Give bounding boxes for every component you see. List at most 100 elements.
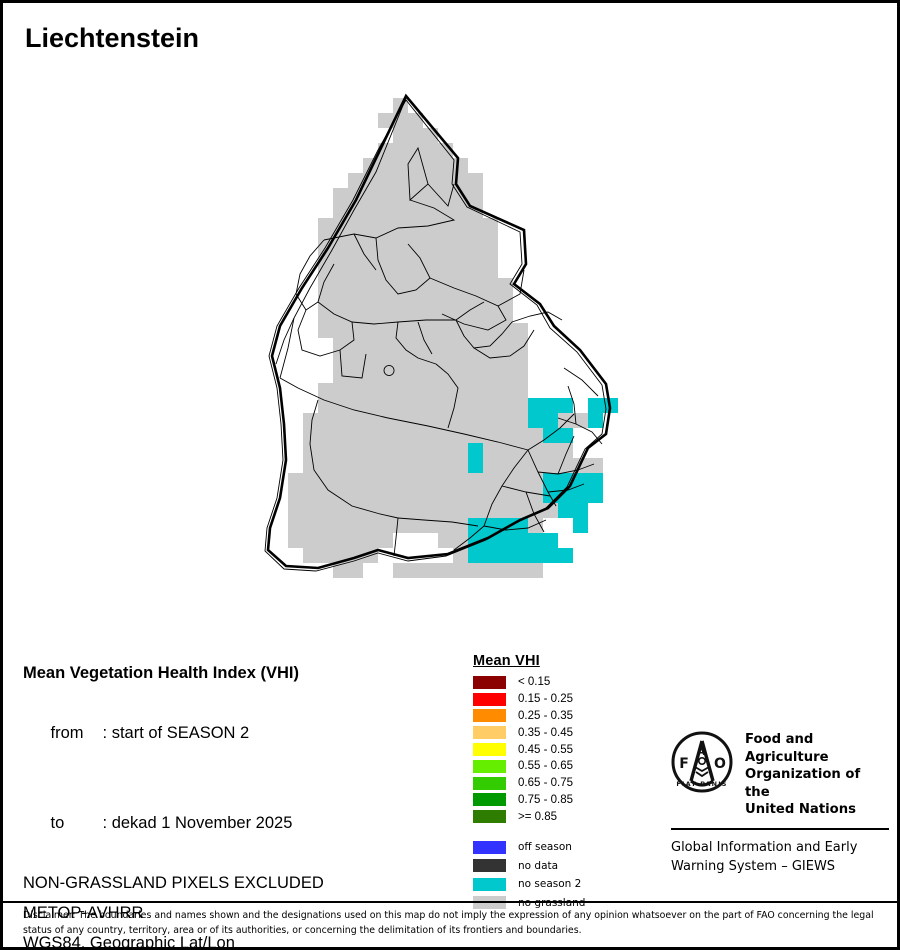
map-cell-no-grassland [513,368,528,383]
map-cell-no-grassland [423,323,438,338]
map-cell-no-grassland [438,158,453,173]
map-cell-no-grassland [453,218,468,233]
map-cell-no-grassland [438,248,453,263]
map-cell-no-grassland [423,563,438,578]
map-cell-no-grassland [393,293,408,308]
legend-swatch [473,726,506,740]
map-cell-no-grassland [438,338,453,353]
fao-branding-block: A F O FIAT PANIS Food and Agriculture Or… [671,731,889,876]
map-cell-no-season-2 [498,548,513,563]
legend-label: < 0.15 [518,676,551,689]
map-cell-no-grassland [318,503,333,518]
map-cell-no-grassland [438,323,453,338]
map-cell-no-grassland [363,443,378,458]
map-cell-no-season-2 [528,533,543,548]
map-cell-no-grassland [423,353,438,368]
legend-swatch [473,810,506,824]
map-cell-no-grassland [468,488,483,503]
map-cell-no-grassland [498,563,513,578]
map-cell-no-grassland [423,383,438,398]
map-cell-no-season-2 [543,533,558,548]
map-cell-no-grassland [423,338,438,353]
map-cell-no-season-2 [558,548,573,563]
map-cell-no-grassland [378,233,393,248]
map-cell-no-grassland [483,443,498,458]
legend-swatch [473,675,506,689]
map-cell-no-grassland [333,533,348,548]
map-cell-no-grassland [483,563,498,578]
map-cell-no-grassland [333,248,348,263]
map-cell-no-grassland [423,398,438,413]
map-cell-no-grassland [318,413,333,428]
fao-logo-icon: A F O FIAT PANIS [671,731,733,798]
map-cell-no-grassland [543,443,558,458]
legend-row: 0.55 - 0.65 [473,758,653,775]
map-cell-no-grassland [438,383,453,398]
map-cell-no-grassland [318,458,333,473]
map-cell-no-grassland [498,383,513,398]
map-cell-no-grassland [513,443,528,458]
map-cell-no-grassland [468,398,483,413]
metadata-row-from: from: start of SEASON 2 [23,688,453,778]
map-cell-no-season-2 [588,473,603,488]
map-cell-no-grassland [453,488,468,503]
map-cell-no-grassland [348,173,363,188]
map-cell-no-grassland [483,413,498,428]
map-cell-no-grassland [408,518,423,533]
metadata-heading: Mean Vegetation Health Index (VHI) [23,664,299,682]
map-cell-no-grassland [498,443,513,458]
map-cell-no-grassland [333,368,348,383]
map-cell-no-grassland [318,443,333,458]
map-cell-no-grassland [438,503,453,518]
svg-text:FIAT PANIS: FIAT PANIS [676,780,727,788]
map-cell-no-grassland [423,413,438,428]
map-cell-no-season-2 [543,398,558,413]
map-cell-no-grassland [468,188,483,203]
map-cell-no-grassland [393,518,408,533]
legend-swatch [473,692,506,706]
map-cell-no-grassland [423,188,438,203]
map-cell-no-grassland [393,248,408,263]
map-cell-no-grassland [423,203,438,218]
map-cell-no-grassland [528,473,543,488]
map-cell-no-grassland [378,263,393,278]
map-cell-no-grassland [513,353,528,368]
map-cell-no-grassland [333,323,348,338]
map-cell-no-grassland [423,158,438,173]
map-cell-no-grassland [513,458,528,473]
map-cell-no-grassland [438,353,453,368]
map-cell-no-grassland [438,293,453,308]
legend-spacer [473,825,653,838]
metadata-note-pixels: NON-GRASSLAND PIXELS EXCLUDED [23,874,324,892]
map-cell-no-grassland [468,218,483,233]
map-cell-no-grassland [408,293,423,308]
national-boundary [266,93,612,570]
map-cell-no-grassland [318,263,333,278]
map-cell-no-grassland [453,368,468,383]
map-cell-no-grassland [393,188,408,203]
map-cell-no-grassland [363,353,378,368]
map-cell-no-grassland [498,458,513,473]
map-cell-no-grassland [378,113,393,128]
giews-line-2: Warning System – GIEWS [671,858,836,874]
map-cell-no-grassland [393,443,408,458]
map-cell-no-grassland [348,338,363,353]
map-cell-no-grassland [438,368,453,383]
legend-row: 0.75 - 0.85 [473,792,653,809]
legend-swatch [473,759,506,773]
map-canvas[interactable] [258,88,658,593]
map-cell-no-grassland [363,218,378,233]
legend-class-list: < 0.15 0.15 - 0.25 0.25 - 0.35 0.35 - 0.45 0… [473,674,653,825]
map-cell-no-season-2 [588,488,603,503]
map-cell-no-grassland [423,368,438,383]
map-cell-no-grassland [303,443,318,458]
map-cell-no-grassland [363,368,378,383]
map-cell-no-grassland [468,383,483,398]
map-cell-no-grassland [378,338,393,353]
map-cell-no-grassland [393,203,408,218]
fao-divider [671,827,889,830]
map-cell-no-grassland [378,158,393,173]
map-cell-no-grassland [408,308,423,323]
map-cell-no-grassland [348,263,363,278]
map-cell-no-grassland [438,218,453,233]
